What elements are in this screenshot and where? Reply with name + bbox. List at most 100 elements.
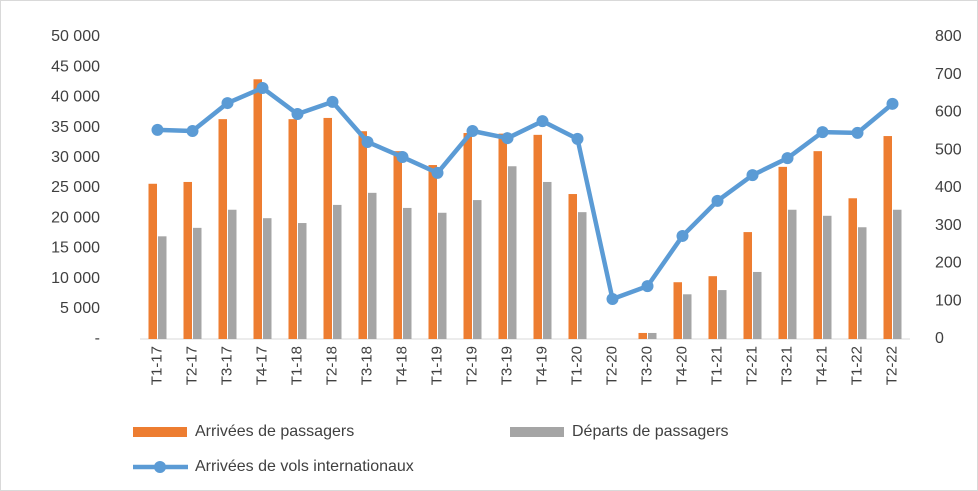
line-marker [746, 169, 759, 182]
y2-tick-label: 200 [935, 255, 962, 272]
bar [648, 332, 657, 339]
bar [568, 194, 577, 339]
line-marker [431, 166, 444, 179]
bar [323, 117, 332, 339]
bar [788, 209, 797, 339]
bar [438, 212, 447, 339]
bar [743, 232, 752, 339]
x-tick-label: T2-18 [323, 346, 340, 385]
x-tick-label: T2-20 [603, 346, 620, 385]
bar [848, 198, 857, 339]
line-marker [291, 108, 304, 121]
line-marker [571, 132, 584, 145]
bar [298, 223, 307, 339]
bar [218, 119, 227, 339]
bar [253, 79, 262, 339]
legend-swatch [510, 427, 564, 437]
x-tick-label: T4-17 [253, 346, 270, 385]
bar [638, 332, 647, 339]
y-tick-label: - [95, 330, 100, 347]
x-tick-label: T3-18 [358, 346, 375, 385]
line-marker [501, 132, 514, 145]
line-marker [781, 152, 794, 165]
bar [823, 215, 832, 339]
bar [358, 131, 367, 339]
bar [753, 271, 762, 339]
line-marker [256, 81, 269, 94]
y-tick-label: 30 000 [51, 149, 100, 166]
y-tick-label: 15 000 [51, 240, 100, 257]
x-tick-label: T1-21 [708, 346, 725, 385]
line-marker [676, 229, 689, 242]
line-marker [816, 126, 829, 139]
line-marker [641, 280, 654, 293]
x-tick-label: T1-22 [848, 346, 865, 385]
line-marker [396, 151, 409, 164]
x-tick-label: T4-19 [533, 346, 550, 385]
bar [813, 151, 822, 339]
bar [473, 200, 482, 339]
x-tick-label: T2-22 [883, 346, 900, 385]
bar [463, 133, 472, 339]
y-tick-label: 40 000 [51, 89, 100, 106]
bar [683, 294, 692, 339]
line-marker [851, 126, 864, 139]
bar [533, 134, 542, 339]
bar [428, 165, 437, 339]
legend-label: Arrivées de vols internationaux [195, 458, 414, 475]
bar [708, 276, 717, 339]
bar [498, 133, 507, 339]
x-tick-label: T4-20 [673, 346, 690, 385]
y-tick-label: 20 000 [51, 209, 100, 226]
bar [148, 183, 157, 339]
bar [333, 204, 342, 339]
bar [393, 151, 402, 339]
x-tick-label: T1-19 [428, 346, 445, 385]
bar [543, 181, 552, 339]
line-marker [151, 123, 164, 136]
x-tick-label: T1-17 [148, 346, 165, 385]
bar [263, 218, 272, 339]
legend-label: Arrivées de passagers [195, 423, 354, 440]
y2-tick-label: 500 [935, 141, 962, 158]
bar [368, 192, 377, 339]
y-tick-label: 35 000 [51, 119, 100, 136]
y2-tick-label: 0 [935, 330, 944, 347]
bar [578, 212, 587, 339]
bar [883, 136, 892, 339]
x-tick-label: T4-18 [393, 346, 410, 385]
bar [718, 290, 727, 339]
legend-label: Départs de passagers [572, 423, 729, 440]
y2-tick-label: 300 [935, 217, 962, 234]
x-tick-label: T2-19 [463, 346, 480, 385]
x-tick-label: T4-21 [813, 346, 830, 385]
bar [673, 282, 682, 339]
line-marker [326, 95, 339, 108]
bar [858, 227, 867, 339]
x-tick-label: T3-19 [498, 346, 515, 385]
y-tick-label: 50 000 [51, 28, 100, 45]
y-tick-label: 25 000 [51, 179, 100, 196]
line-marker [711, 194, 724, 207]
bar [193, 227, 202, 339]
legend-swatch [133, 427, 187, 437]
y2-tick-label: 400 [935, 179, 962, 196]
x-tick-label: T1-20 [568, 346, 585, 385]
bar [158, 236, 167, 339]
y-tick-label: 10 000 [51, 270, 100, 287]
line-marker [186, 124, 199, 137]
x-tick-label: T1-18 [288, 346, 305, 385]
bar [228, 209, 237, 339]
bar [508, 166, 517, 339]
line-marker [466, 124, 479, 137]
legend-marker [154, 461, 166, 473]
bar [183, 181, 192, 339]
line-marker [536, 115, 549, 128]
bar [288, 119, 297, 339]
y2-tick-label: 700 [935, 66, 962, 83]
x-tick-label: T2-21 [743, 346, 760, 385]
bar [778, 166, 787, 339]
line-marker [221, 97, 234, 110]
y-tick-label: 5 000 [60, 300, 100, 317]
